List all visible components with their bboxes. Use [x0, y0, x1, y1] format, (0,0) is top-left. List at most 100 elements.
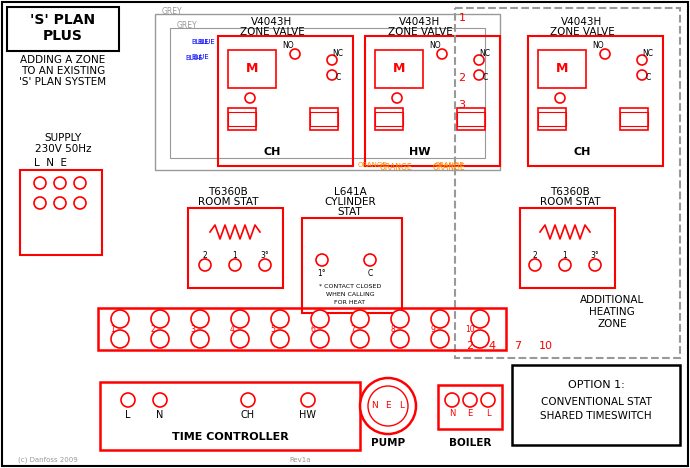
- Circle shape: [471, 330, 489, 348]
- Circle shape: [327, 55, 337, 65]
- Circle shape: [529, 259, 541, 271]
- Text: 2: 2: [203, 251, 208, 261]
- Bar: [228, 108, 256, 130]
- Text: N: N: [371, 402, 377, 410]
- Text: GREY: GREY: [162, 7, 183, 16]
- Text: HEATING: HEATING: [589, 307, 635, 317]
- Circle shape: [364, 254, 376, 266]
- Text: 7: 7: [350, 326, 355, 335]
- Text: 3°: 3°: [591, 251, 600, 261]
- Bar: [375, 108, 403, 130]
- Bar: [375, 50, 423, 88]
- Text: L: L: [400, 402, 404, 410]
- Circle shape: [471, 310, 489, 328]
- Text: 7: 7: [515, 341, 522, 351]
- Text: Rev1a: Rev1a: [289, 457, 311, 463]
- Circle shape: [351, 310, 369, 328]
- Text: HW: HW: [299, 410, 317, 420]
- Text: CH: CH: [264, 147, 281, 157]
- Text: 4: 4: [489, 341, 495, 351]
- Text: 2: 2: [150, 326, 155, 335]
- Text: BLUE: BLUE: [185, 55, 203, 61]
- Circle shape: [245, 93, 255, 103]
- Circle shape: [589, 259, 601, 271]
- Circle shape: [121, 393, 135, 407]
- Text: 10: 10: [465, 326, 475, 335]
- Bar: [512, 365, 680, 445]
- Circle shape: [191, 310, 209, 328]
- Circle shape: [151, 310, 169, 328]
- Text: HW: HW: [409, 147, 431, 157]
- Text: 1: 1: [562, 251, 567, 261]
- Text: 3°: 3°: [261, 251, 269, 261]
- Bar: [375, 112, 403, 126]
- Circle shape: [301, 393, 315, 407]
- Circle shape: [555, 93, 565, 103]
- Text: ROOM STAT: ROOM STAT: [540, 197, 600, 207]
- Bar: [457, 108, 485, 130]
- Circle shape: [290, 49, 300, 59]
- Text: V4043H: V4043H: [562, 17, 602, 27]
- Text: 2: 2: [466, 341, 473, 351]
- Text: ZONE: ZONE: [597, 319, 627, 329]
- Bar: [455, 8, 680, 358]
- Text: NO: NO: [429, 42, 441, 51]
- Circle shape: [231, 310, 249, 328]
- Text: TO AN EXISTING: TO AN EXISTING: [21, 66, 105, 76]
- Text: 5: 5: [270, 326, 275, 335]
- Circle shape: [34, 177, 46, 189]
- Bar: [365, 36, 500, 166]
- Text: BLUE: BLUE: [191, 54, 209, 60]
- Text: SUPPLY: SUPPLY: [44, 133, 81, 143]
- Text: CYLINDER: CYLINDER: [324, 197, 376, 207]
- Bar: [228, 112, 256, 126]
- Text: V4043H: V4043H: [251, 17, 293, 27]
- Bar: [302, 218, 402, 313]
- Text: NC: NC: [333, 50, 344, 58]
- Bar: [155, 14, 500, 170]
- Text: ZONE VALVE: ZONE VALVE: [239, 27, 304, 37]
- Text: 1: 1: [110, 326, 115, 335]
- Text: L: L: [486, 409, 491, 417]
- Circle shape: [311, 330, 329, 348]
- Text: PUMP: PUMP: [371, 438, 405, 448]
- Text: PLUS: PLUS: [43, 29, 83, 43]
- Bar: [98, 308, 506, 350]
- Bar: [538, 50, 586, 88]
- Bar: [228, 50, 276, 88]
- Text: CH: CH: [241, 410, 255, 420]
- Text: ADDING A ZONE: ADDING A ZONE: [21, 55, 106, 65]
- Text: OPTION 1:: OPTION 1:: [568, 380, 624, 390]
- Text: C: C: [645, 73, 651, 82]
- Text: 1: 1: [458, 13, 466, 23]
- Text: ROOM STAT: ROOM STAT: [198, 197, 258, 207]
- Text: NO: NO: [592, 42, 604, 51]
- Circle shape: [474, 55, 484, 65]
- Bar: [7, 7, 119, 51]
- Circle shape: [271, 330, 289, 348]
- Text: * CONTACT CLOSED: * CONTACT CLOSED: [319, 284, 381, 288]
- Text: 2: 2: [458, 73, 466, 83]
- Circle shape: [54, 177, 66, 189]
- Bar: [528, 36, 663, 166]
- Text: ZONE VALVE: ZONE VALVE: [388, 27, 453, 37]
- Text: L: L: [126, 410, 130, 420]
- Text: ZONE VALVE: ZONE VALVE: [550, 27, 614, 37]
- Text: NO: NO: [282, 42, 294, 51]
- Text: 1: 1: [233, 251, 237, 261]
- Text: ORANGE: ORANGE: [380, 163, 413, 173]
- Circle shape: [474, 70, 484, 80]
- Circle shape: [191, 330, 209, 348]
- Circle shape: [391, 310, 409, 328]
- Circle shape: [199, 259, 211, 271]
- Text: BLUE: BLUE: [191, 39, 209, 45]
- Circle shape: [153, 393, 167, 407]
- Text: M: M: [556, 63, 568, 75]
- Text: 230V 50Hz: 230V 50Hz: [34, 144, 91, 154]
- Text: C: C: [335, 73, 341, 82]
- Circle shape: [311, 310, 329, 328]
- Bar: [20, 170, 102, 255]
- Text: (c) Danfoss 2009: (c) Danfoss 2009: [18, 457, 78, 463]
- Bar: [218, 36, 353, 166]
- Bar: [538, 112, 566, 126]
